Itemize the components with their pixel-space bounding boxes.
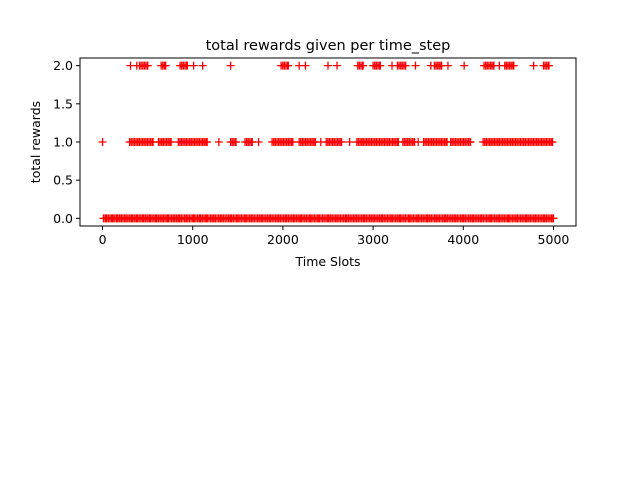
data-point	[486, 214, 495, 223]
data-point	[342, 214, 351, 223]
data-point	[414, 214, 423, 223]
data-point	[426, 61, 435, 70]
data-point	[98, 138, 107, 146]
x-tick-label: 0	[99, 232, 107, 247]
data-point	[305, 214, 314, 223]
data-point	[284, 61, 293, 70]
data-point	[289, 214, 298, 223]
data-point	[443, 61, 452, 70]
data-point	[387, 214, 396, 223]
data-point	[359, 61, 368, 70]
data-point	[175, 214, 184, 223]
data-point	[202, 214, 211, 223]
data-marks	[98, 61, 558, 223]
y-axis: 0.0 0.5 1.0 1.5 2.0	[53, 58, 80, 226]
x-axis: 0 1000 2000 3000 4000 5000	[99, 226, 570, 247]
data-point	[522, 214, 531, 223]
data-point	[314, 214, 323, 223]
data-point	[282, 214, 291, 223]
data-point	[369, 214, 378, 223]
data-point	[333, 61, 342, 70]
data-point	[432, 214, 441, 223]
data-point	[333, 214, 342, 223]
data-point	[316, 138, 325, 146]
data-point	[266, 214, 275, 223]
x-tick-label: 3000	[357, 232, 389, 247]
data-point	[301, 61, 310, 70]
data-point	[548, 138, 557, 146]
data-point	[376, 61, 385, 70]
y-tick-label: 2.0	[53, 58, 73, 73]
data-point	[495, 214, 504, 223]
data-point	[214, 138, 223, 146]
data-point	[450, 214, 459, 223]
data-point	[544, 61, 553, 70]
data-point	[161, 61, 170, 70]
data-point	[388, 61, 397, 70]
data-point	[226, 214, 235, 223]
data-point	[247, 214, 256, 223]
data-point	[495, 61, 504, 70]
data-point	[509, 61, 518, 70]
data-point	[163, 214, 172, 223]
x-axis-label: Time Slots	[294, 254, 360, 269]
data-point	[441, 214, 450, 223]
data-point	[504, 214, 513, 223]
data-point	[468, 214, 477, 223]
data-point	[145, 214, 154, 223]
data-point	[529, 61, 538, 70]
chart-title: total rewards given per time_step	[206, 38, 451, 54]
data-point	[405, 214, 414, 223]
data-point	[460, 61, 469, 70]
data-point	[423, 214, 432, 223]
data-point	[209, 214, 218, 223]
data-point	[396, 214, 405, 223]
data-point	[226, 61, 235, 70]
data-point	[360, 214, 369, 223]
data-point	[459, 214, 468, 223]
data-point	[232, 138, 241, 146]
data-point	[257, 214, 266, 223]
data-point	[345, 138, 354, 146]
data-point	[531, 214, 540, 223]
data-point	[132, 61, 141, 70]
data-point	[513, 214, 522, 223]
data-point	[337, 138, 346, 146]
data-point	[254, 138, 263, 146]
x-tick-label: 2000	[267, 232, 299, 247]
x-tick-label: 4000	[447, 232, 479, 247]
data-point	[401, 61, 410, 70]
data-point	[477, 214, 486, 223]
data-point	[233, 214, 242, 223]
data-point	[324, 214, 332, 223]
data-point	[414, 138, 423, 146]
data-point	[203, 138, 212, 146]
data-point	[189, 61, 198, 70]
data-point	[198, 61, 207, 70]
y-tick-label: 0.5	[53, 173, 73, 188]
data-point	[466, 138, 475, 146]
x-tick-label: 1000	[177, 232, 209, 247]
data-point	[182, 214, 191, 223]
data-point	[547, 214, 556, 223]
y-tick-label: 0.0	[53, 211, 73, 226]
data-point	[143, 61, 152, 70]
data-point	[351, 214, 360, 223]
data-point	[274, 214, 283, 223]
data-point	[216, 214, 225, 223]
data-point	[540, 214, 549, 223]
y-tick-label: 1.5	[53, 96, 73, 111]
data-point	[411, 61, 420, 70]
data-point	[296, 214, 305, 223]
data-point	[167, 138, 176, 146]
data-point	[378, 214, 387, 223]
x-tick-label: 5000	[538, 232, 570, 247]
y-axis-label: total rewards	[28, 101, 43, 183]
data-point	[324, 61, 332, 70]
y-tick-label: 1.0	[53, 135, 73, 150]
